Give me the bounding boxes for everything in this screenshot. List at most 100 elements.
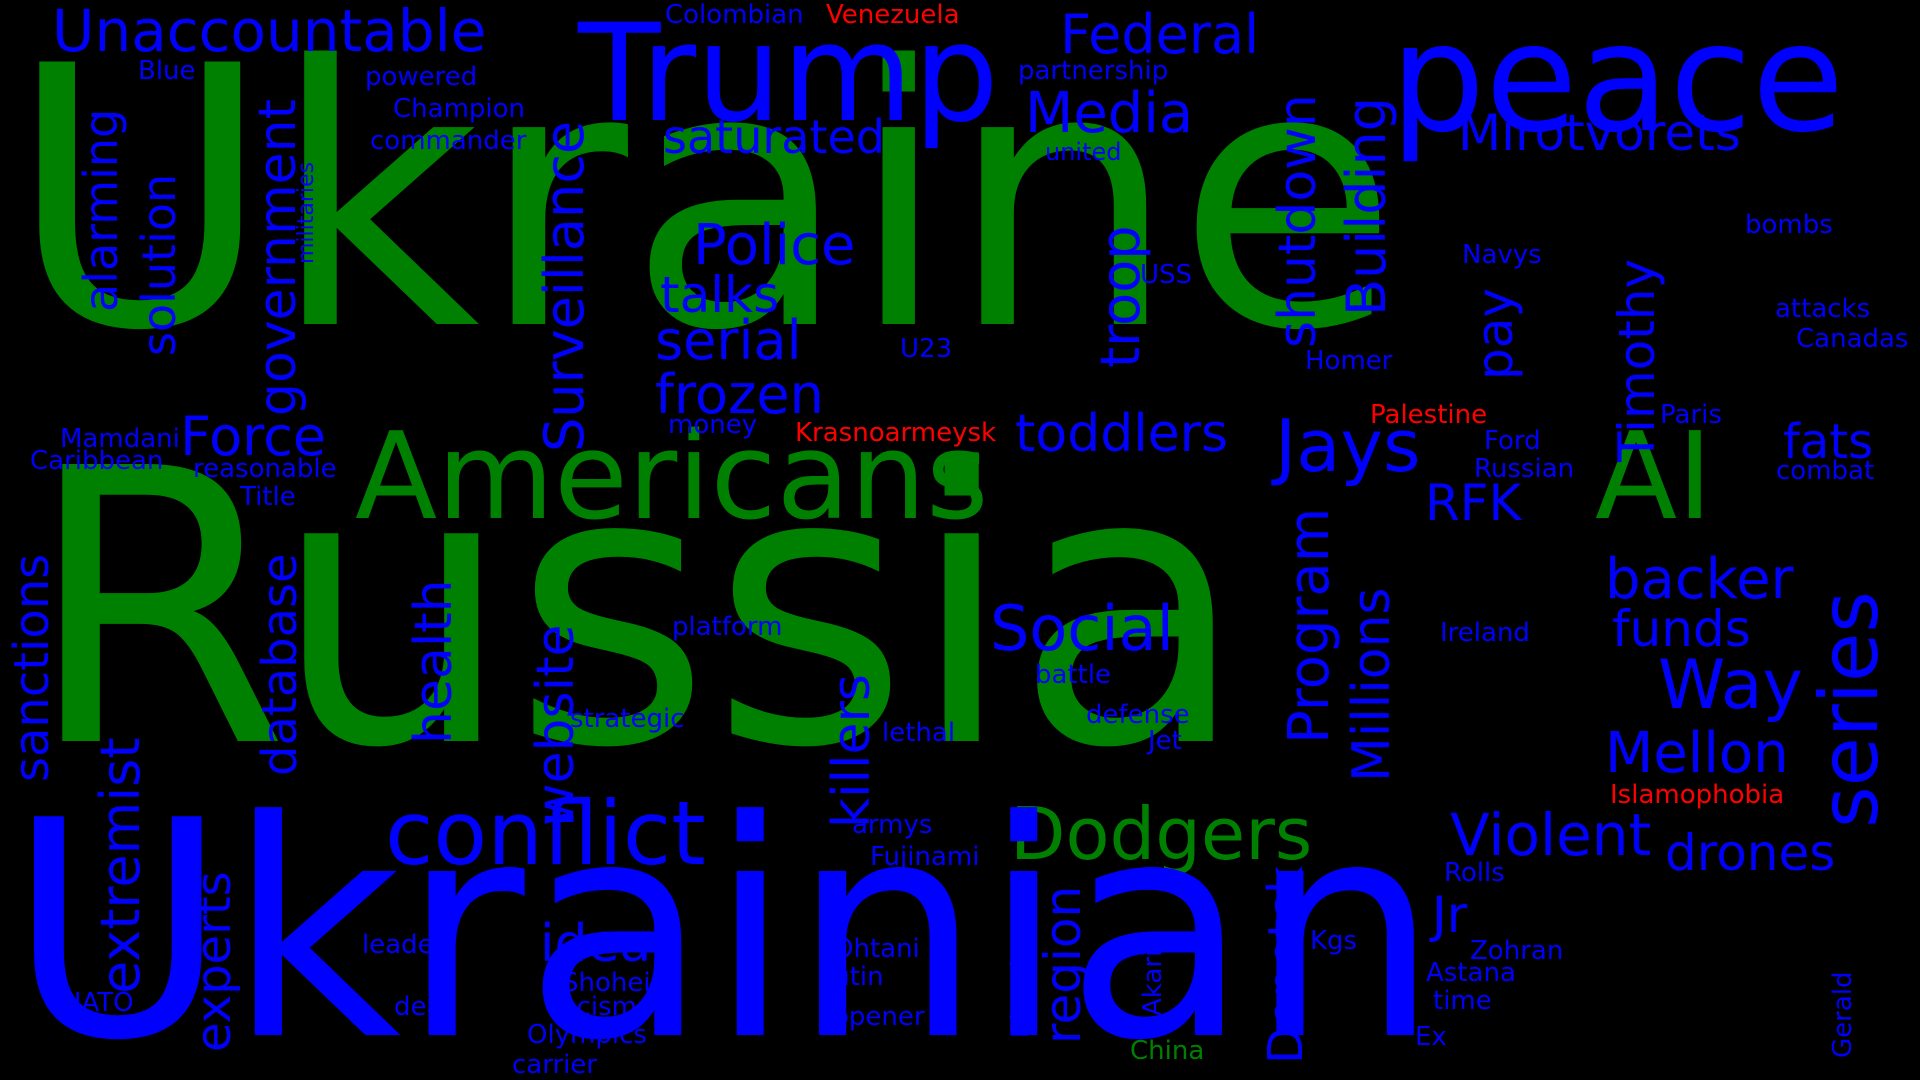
word-saturated: saturated [663,110,885,164]
word-uss: USS [1140,260,1193,290]
word-title: Title [240,482,296,512]
word-series: series [1803,591,1896,828]
word-navys: Navys [1462,240,1542,270]
word-defense: defense [1086,700,1190,730]
word-u23: U23 [900,334,953,364]
word-ex: Ex [1415,1022,1447,1052]
word-americans: Americans [355,408,989,547]
word-mamdani: Mamdani [60,424,180,454]
word-carrier: carrier [512,1050,598,1080]
word-combat: combat [1776,456,1875,486]
word-troop: troop [1089,225,1152,368]
word-commander: commander [370,126,527,156]
word-rfk: RFK [1425,474,1522,532]
word-racism: racism [550,992,638,1022]
word-zohran: Zohran [1470,936,1564,966]
word-drones: drones [1665,824,1836,882]
word-blue: Blue [138,56,196,86]
word-kgs: Kgs [1310,926,1358,956]
word-mirotvorets: Mirotvorets [1458,104,1741,162]
word-jet: Jet [1148,726,1182,756]
word-way: Way [1658,646,1803,725]
word-battle: battle [1035,660,1112,690]
word-toddlers: toddlers [1015,404,1229,464]
word-program: Program [1277,507,1342,744]
word-gerald: Gerald [1828,971,1858,1059]
word-extremist: extremist [89,737,152,994]
word-talks: talks [660,266,780,324]
word-homer: Homer [1305,346,1393,376]
word-russia: Russia [25,388,1248,831]
word-mellon: Mellon [1605,721,1789,786]
word-shutdown: shutdown [1268,94,1328,348]
word-platform: platform [672,612,783,642]
word-serial: serial [655,309,802,372]
word-money: money [668,410,758,440]
word-colombian: Colombian [665,0,804,30]
word-rolls: Rolls [1444,858,1505,888]
word-region: region [1034,885,1092,1044]
word-strategic: strategic [570,704,685,734]
word-ford: Ford [1484,426,1541,456]
word-venezuela: Venezuela [826,0,960,30]
word-reasonable: reasonable [193,454,337,484]
word-bombs: bombs [1745,210,1833,240]
word-surveillance: Surveillance [533,120,596,452]
word-russian: Russian [1474,454,1575,484]
word-conflict: conflict [385,782,706,885]
word-attacks: attacks [1775,294,1871,324]
word-database: database [252,553,308,776]
word-islamophobia: Islamophobia [1610,780,1785,810]
word-backer: backer [1605,547,1794,612]
word-time: time [1433,986,1492,1016]
word-health: health [404,579,464,744]
word-ohtani: Ohtani [833,934,920,964]
word-deal: deal [394,992,450,1022]
word-frozen: frozen [655,363,824,426]
word-ukraine: Ukraine [8,0,1399,409]
word-champion: Champion [393,94,526,124]
word-fujinami: Fujinami [870,842,980,872]
word-militaries: militaries [294,161,319,264]
word-leader: leader [362,930,445,960]
word-timothy: Timothy [1608,258,1666,462]
word-palestine: Palestine [1370,400,1488,430]
word-jays: Jays [1275,404,1421,488]
word-force: Force [180,405,327,468]
word-lethal: lethal [882,718,956,748]
word-sanctions: sanctions [4,553,60,782]
word-millions: Millions [1342,587,1402,782]
word-krasnoarmeysk: Krasnoarmeysk [795,418,997,448]
word-unaccountable: Unaccountable [52,0,487,65]
word-caribbean: Caribbean [30,446,164,476]
word-ai: AI [1595,408,1713,547]
word-peace: peace [1390,0,1845,166]
word-dodgers: Dodgers [1010,792,1313,876]
word-powered: powered [365,62,478,92]
word-partnership: partnership [1018,56,1169,86]
word-historic: Historic [1006,946,1034,1038]
word-shohei: Shohei [562,968,651,998]
word-akari: Akari [1138,949,1168,1016]
word-canadas: Canadas [1796,324,1909,354]
word-jr: Jr [1432,886,1468,944]
word-media: Media [1025,81,1194,146]
word-federal: Federal [1060,3,1260,66]
word-putin: Putin [818,962,884,992]
word-alarming: alarming [74,108,128,312]
word-violent: Violent [1450,801,1652,869]
word-funds: funds [1612,600,1751,658]
word-olympics: Olympics [527,1020,647,1050]
word-astana: Astana [1426,958,1516,988]
word-ireland: Ireland [1440,618,1530,648]
word-china: China [1130,1036,1205,1066]
word-pay: pay [1466,288,1524,380]
word-solution: solution [132,173,186,356]
word-donetsk: Donetsk [1258,866,1314,1064]
word-social: Social [990,592,1174,665]
word-killers: killers [822,674,882,828]
word-trump: Trump [578,0,999,152]
word-nato: NATO [62,988,134,1018]
word-experts: experts [186,871,242,1052]
